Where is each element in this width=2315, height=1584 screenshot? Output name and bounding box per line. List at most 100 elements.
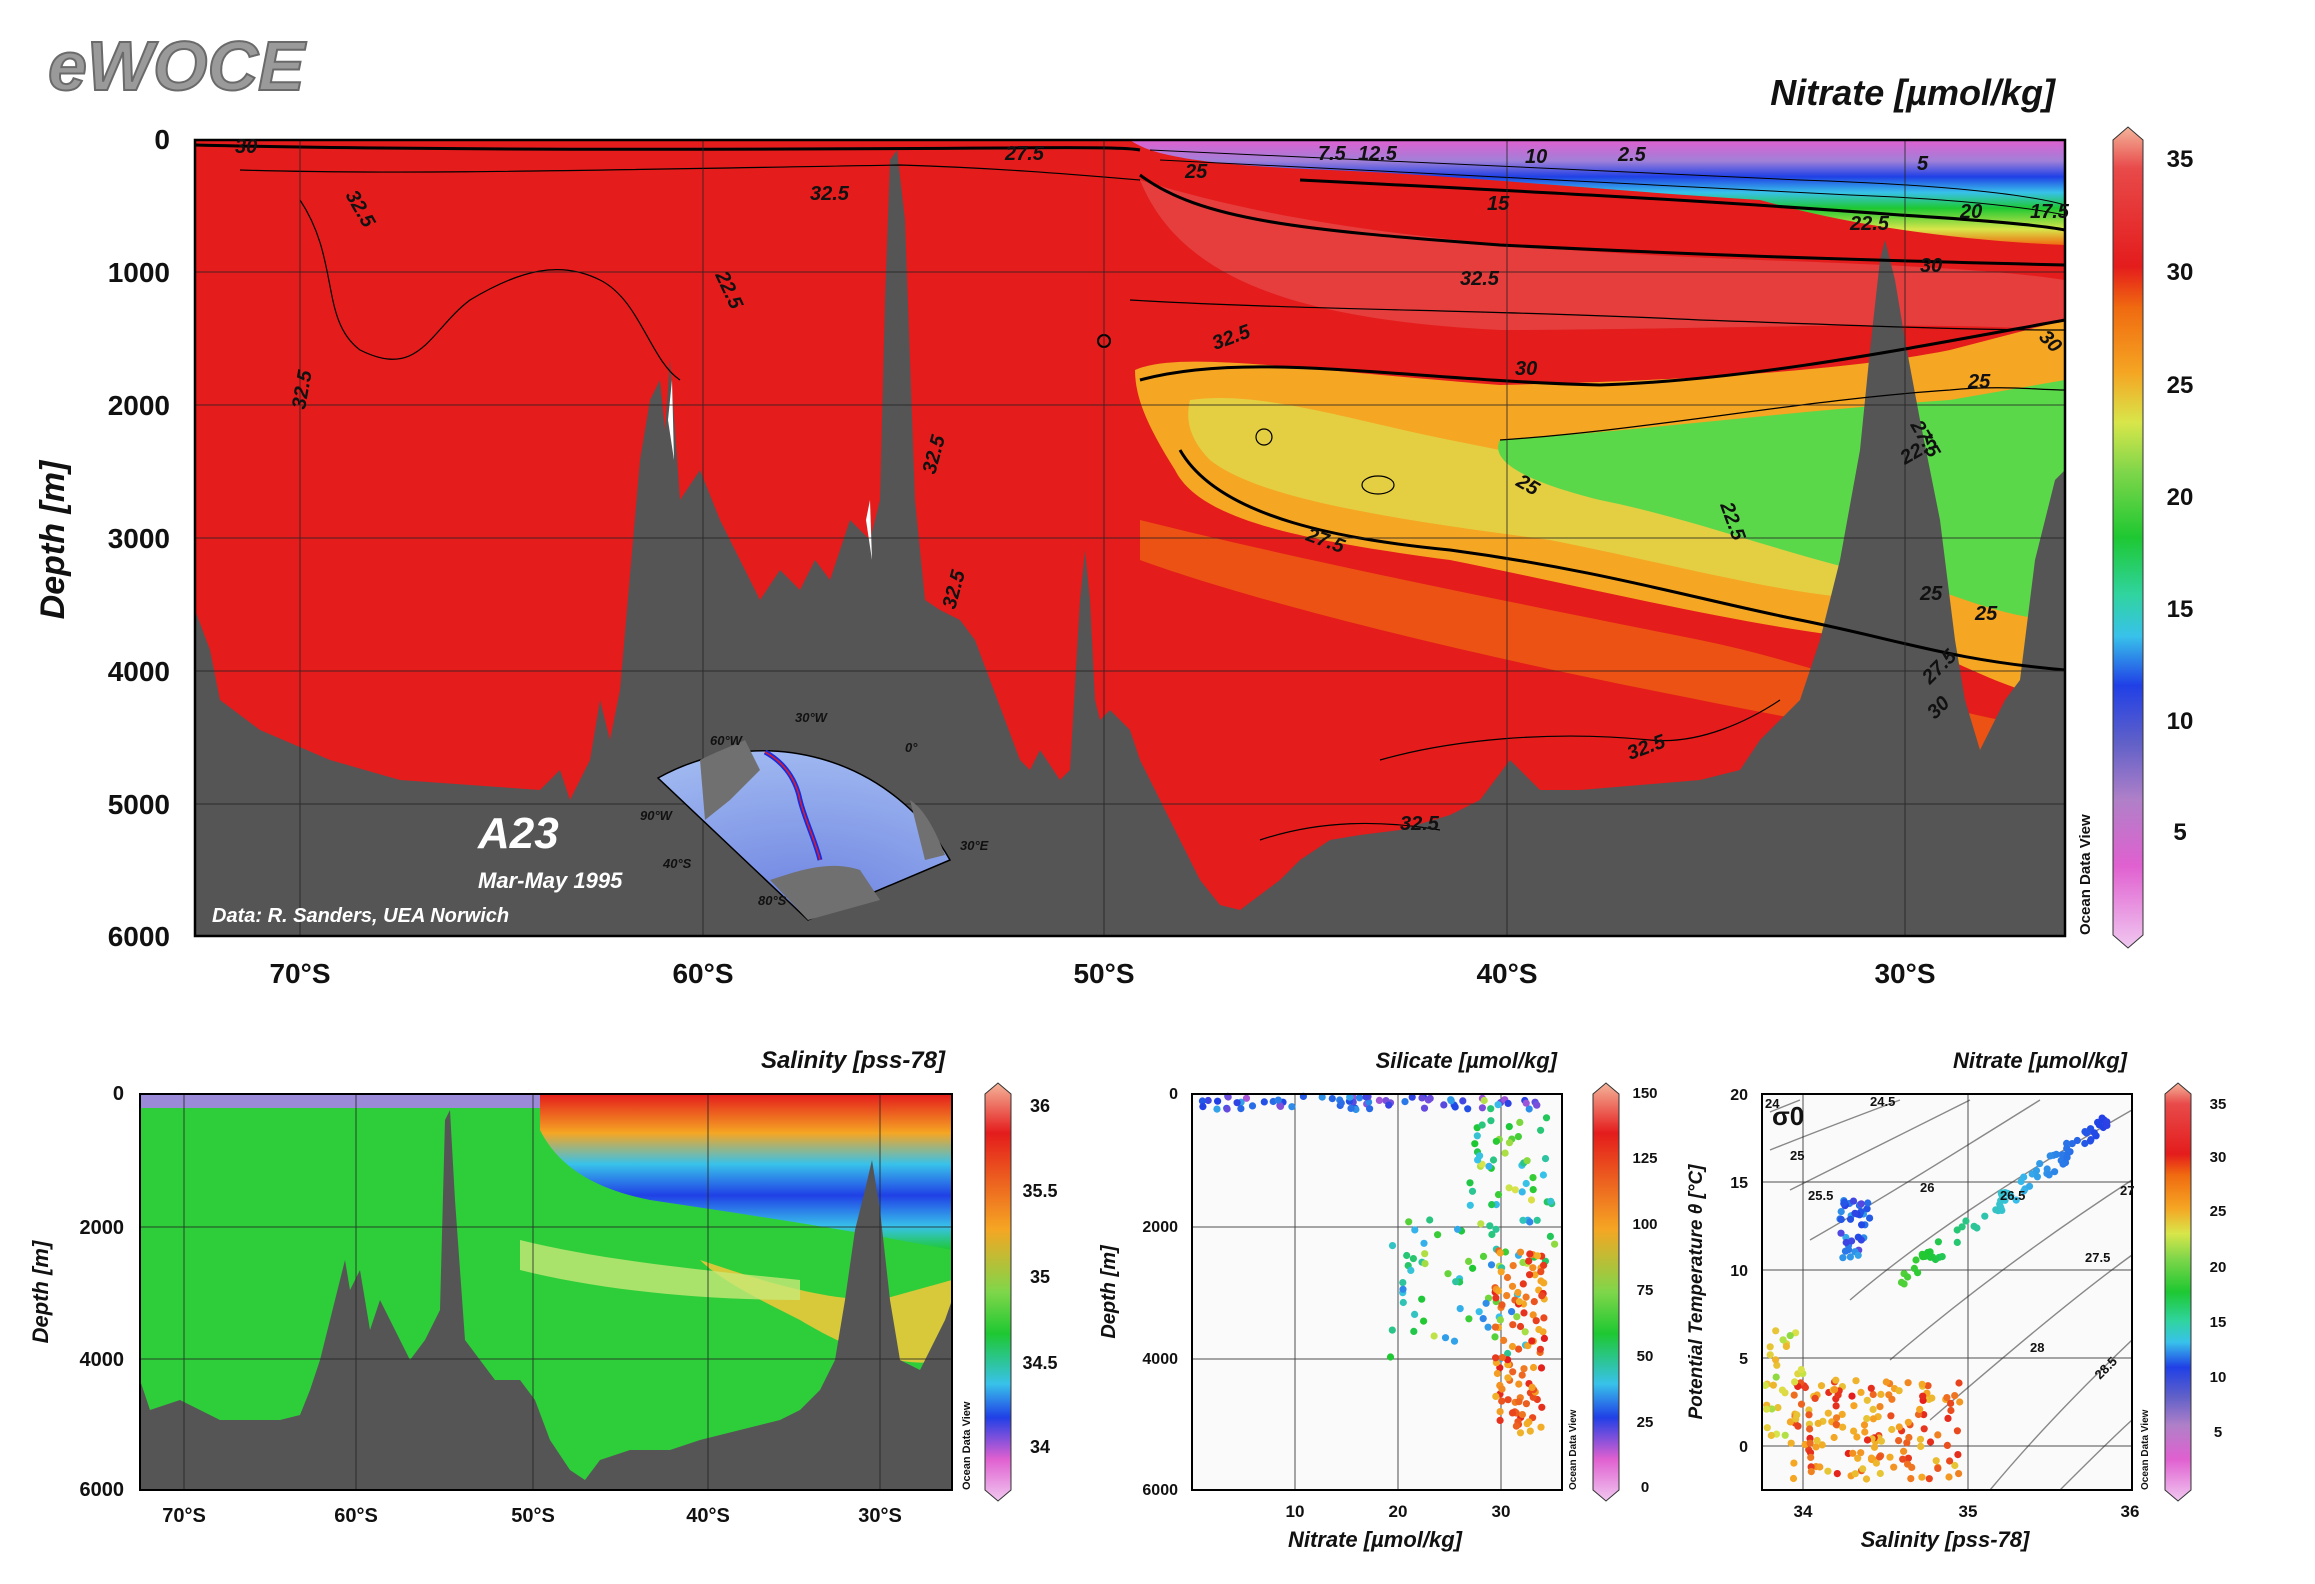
scatter-point (1849, 1449, 1857, 1457)
scatter-point (1487, 1105, 1495, 1113)
scatter-point (1491, 1333, 1499, 1341)
main-y-axis-label: Depth [m] (34, 459, 72, 619)
scatter-point (1430, 1332, 1438, 1340)
colorbar-bar (984, 1082, 1012, 1502)
scatter-point (1525, 1257, 1533, 1265)
contour-label: 30 (1515, 358, 1537, 380)
colorbar-tick-label: 10 (2210, 1369, 2227, 1386)
scatter-point (1347, 1104, 1355, 1112)
silicate-y-ticks: 0 2000 4000 6000 (1142, 1086, 1178, 1499)
contour-label: 25 (1974, 603, 1998, 625)
scatter-point (1540, 1334, 1548, 1342)
y-tick-label: 3000 (108, 523, 170, 554)
scatter-point (1998, 1191, 2006, 1199)
contour-label: 30 (1920, 255, 1942, 277)
section-dates: Mar-May 1995 (478, 868, 623, 893)
scatter-point (1388, 1326, 1396, 1334)
main-y-ticks: 0 1000 2000 3000 4000 5000 6000 (108, 124, 170, 952)
scatter-point (1493, 1369, 1501, 1378)
inset-map-label: 0° (905, 740, 918, 755)
scatter-point (1832, 1376, 1840, 1384)
scatter-point (1418, 1094, 1426, 1102)
scatter-point (1479, 1315, 1487, 1323)
scatter-point (1854, 1233, 1862, 1241)
contour-label: 22.5 (1849, 213, 1890, 235)
x-tick-label: 50°S (1073, 958, 1134, 989)
scatter-point (1840, 1198, 1849, 1206)
ts-diagram-plot: σ0 24 24.5 25 25.5 26 26.5 27 27.5 28 28… (1761, 1093, 2134, 1491)
bathymetry-gap (668, 380, 674, 460)
scatter-point (1496, 1316, 1504, 1324)
scatter-point (1924, 1382, 1932, 1390)
scatter-point (1500, 1336, 1508, 1344)
scatter-point (1529, 1186, 1537, 1194)
scatter-point (1899, 1455, 1907, 1463)
scatter-point (1907, 1475, 1915, 1483)
scatter-point (1399, 1285, 1407, 1293)
scatter-point (1505, 1184, 1513, 1192)
scatter-point (1772, 1327, 1780, 1335)
colorbar-bar (2112, 126, 2144, 949)
scatter-point (1846, 1215, 1855, 1223)
scatter-point (1479, 1252, 1488, 1260)
scatter-point (1386, 1353, 1395, 1361)
silicate-chart-title: Silicate [µmol/kg] (1376, 1048, 1558, 1073)
scatter-point (1496, 1249, 1504, 1257)
scatter-point (1797, 1366, 1805, 1374)
scatter-point (1805, 1411, 1813, 1419)
scatter-point (1522, 1179, 1530, 1188)
scatter-point (1533, 1216, 1541, 1224)
scatter-point (1516, 1248, 1525, 1256)
scatter-point (2052, 1150, 2060, 1158)
contour-30-east-upper (1139, 173, 2066, 267)
scatter-point (1515, 1298, 1523, 1306)
scatter-point (1522, 1400, 1530, 1408)
scatter-point (1509, 1321, 1517, 1329)
scatter-point (1487, 1117, 1495, 1125)
scatter-point (1832, 1402, 1840, 1410)
scatter-point (1199, 1103, 1207, 1111)
contour-25-mid (1499, 387, 2066, 441)
silicate-scatter-plot (1191, 1092, 1563, 1491)
scatter-point (1806, 1439, 1814, 1447)
contour-label: 5 (1917, 153, 1929, 175)
scatter-point (1485, 1162, 1493, 1170)
scatter-point (1857, 1449, 1865, 1457)
scatter-point (1830, 1433, 1838, 1442)
silicate-plot-frame (1191, 1093, 1563, 1491)
scatter-point (1518, 1188, 1526, 1196)
scatter-point (1410, 1327, 1418, 1335)
scatter-point (1876, 1453, 1884, 1461)
scatter-point (1515, 1380, 1523, 1388)
scatter-point (1530, 1298, 1538, 1306)
scatter-point (1860, 1421, 1869, 1429)
scatter-point (1421, 1260, 1429, 1268)
scatter-point (1934, 1431, 1942, 1439)
scatter-point (1833, 1414, 1841, 1422)
scatter-point (1526, 1271, 1534, 1279)
scatter-point (1782, 1342, 1790, 1350)
scatter-point (1525, 1105, 1533, 1113)
scatter-point (1970, 1222, 1978, 1230)
ts-plot-frame (1761, 1093, 2133, 1491)
contour-label: 32.5 (1400, 813, 1440, 835)
scatter-point (1541, 1155, 1550, 1163)
colorbar-tick-label: 30 (2210, 1149, 2227, 1166)
colorbar-tick-label: 20 (2167, 484, 2194, 511)
scatter-point (1920, 1411, 1928, 1419)
scatter-point (1504, 1374, 1512, 1382)
contour-22.5-east (1299, 178, 2066, 232)
scatter-point (1945, 1473, 1953, 1481)
scatter-point (1459, 1097, 1467, 1105)
scatter-point (1540, 1314, 1548, 1322)
scatter-point (1521, 1328, 1529, 1336)
contour-label: 25 (1919, 583, 1943, 605)
scatter-point (1523, 1157, 1531, 1165)
ts-plot-background (1762, 1094, 2132, 1490)
scatter-point (1233, 1099, 1241, 1107)
scatter-point (1508, 1409, 1517, 1417)
scatter-point (1925, 1475, 1933, 1483)
isopycnal-label: 25 (1790, 1148, 1804, 1163)
scatter-point (1794, 1422, 1802, 1430)
